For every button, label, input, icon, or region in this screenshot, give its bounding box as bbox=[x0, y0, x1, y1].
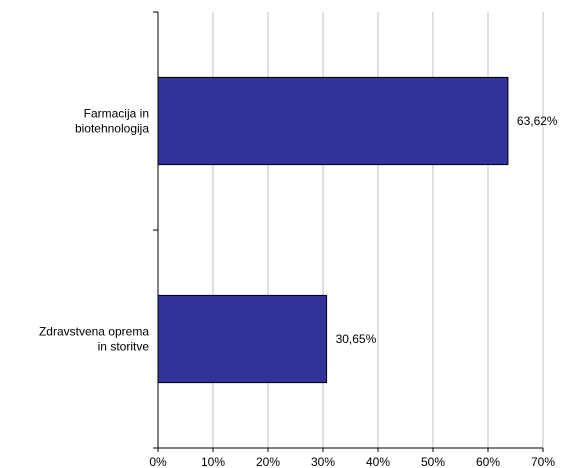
bars bbox=[157, 76, 509, 384]
bar-1 bbox=[157, 294, 328, 384]
category-label: Farmacija in biotehnologija bbox=[75, 107, 149, 136]
x-tick-label: 50% bbox=[421, 455, 445, 468]
data-labels: 63,62% 30,65% bbox=[336, 114, 558, 346]
x-tick-label: 70% bbox=[531, 455, 555, 468]
x-tick-label: 60% bbox=[476, 455, 500, 468]
data-label: 63,62% bbox=[517, 114, 558, 128]
x-tick-label: 30% bbox=[311, 455, 335, 468]
x-tick-label: 10% bbox=[201, 455, 225, 468]
x-tick-label: 0% bbox=[149, 455, 167, 468]
category-label: Zdravstvena oprema in storitve bbox=[39, 325, 149, 354]
axes bbox=[153, 11, 544, 452]
bar-0 bbox=[157, 76, 509, 166]
data-label: 30,65% bbox=[336, 332, 377, 346]
x-tick-label: 40% bbox=[366, 455, 390, 468]
x-tick-labels: 0% 10% 20% 30% 40% 50% 60% 70% bbox=[149, 455, 555, 468]
x-tick-label: 20% bbox=[256, 455, 280, 468]
category-labels: Farmacija in biotehnologija Zdravstvena op… bbox=[39, 107, 149, 354]
